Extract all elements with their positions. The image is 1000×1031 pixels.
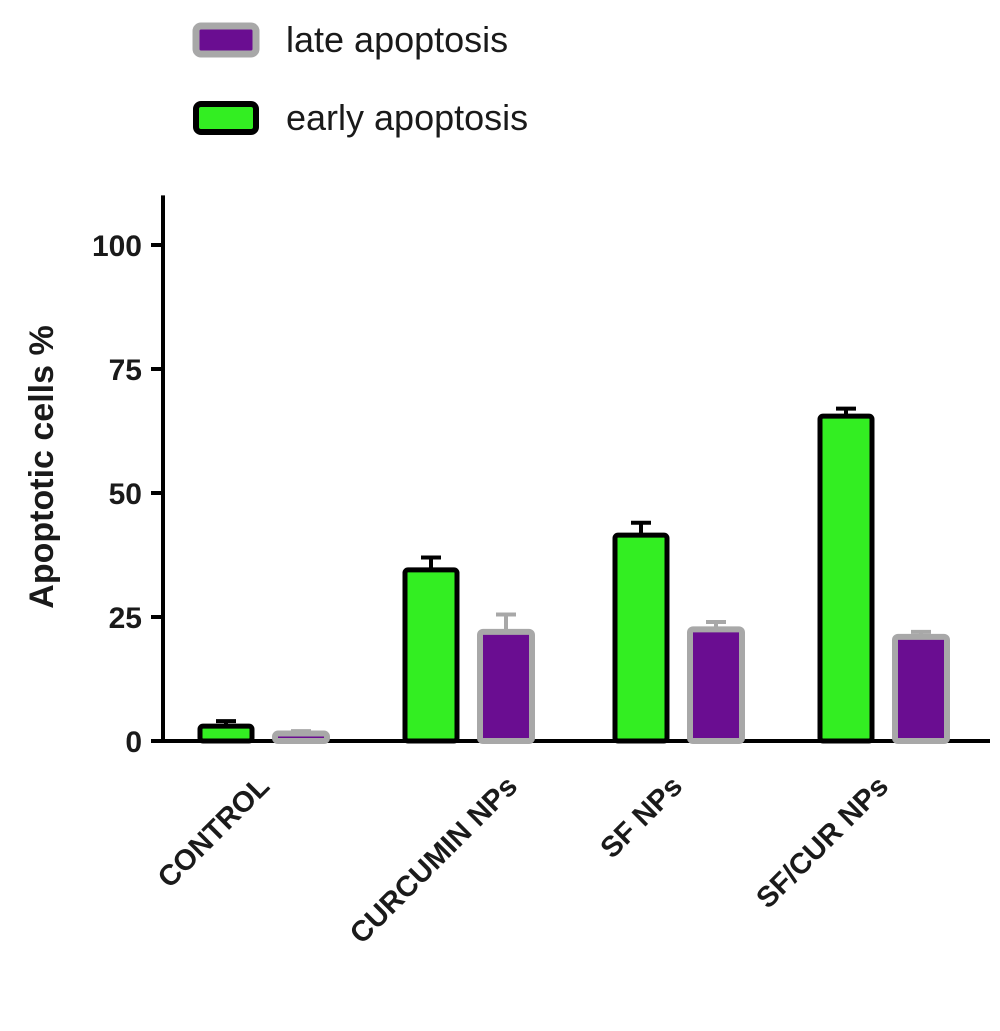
y-axis-title: Apoptotic cells % xyxy=(23,325,61,608)
bar-late-apoptosis xyxy=(272,730,330,744)
legend-item: late apoptosis xyxy=(192,19,508,60)
category-label: SF NPs xyxy=(595,770,689,864)
legend-item: early apoptosis xyxy=(193,97,528,138)
y-tick-label: 50 xyxy=(109,478,142,511)
y-tick-label: 75 xyxy=(109,354,142,387)
legend-label: early apoptosis xyxy=(286,97,528,138)
y-tick-label: 0 xyxy=(125,726,142,759)
bar-late-apoptosis xyxy=(892,633,950,745)
y-tick-label: 25 xyxy=(109,602,142,635)
bar-early-apoptosis xyxy=(817,413,875,744)
bar-late-apoptosis xyxy=(477,628,535,745)
legend-label: late apoptosis xyxy=(286,19,508,60)
bar-early-apoptosis xyxy=(612,532,670,744)
y-tick-label: 100 xyxy=(92,230,142,263)
category-label: SF/CUR NPs xyxy=(750,770,895,915)
bars xyxy=(197,406,950,745)
legend-swatch xyxy=(193,101,259,135)
category-label: CURCUMIN NPs xyxy=(344,770,524,950)
legend-swatch xyxy=(192,22,260,58)
bar-late-apoptosis xyxy=(687,626,745,745)
bar-early-apoptosis xyxy=(402,567,460,744)
legend: late apoptosis early apoptosis xyxy=(192,19,528,138)
category-label: CONTROL xyxy=(152,770,276,894)
bar-early-apoptosis xyxy=(197,723,255,744)
category-labels: CONTROL CURCUMIN NPs SF NPs SF/CUR NPs xyxy=(152,770,895,950)
